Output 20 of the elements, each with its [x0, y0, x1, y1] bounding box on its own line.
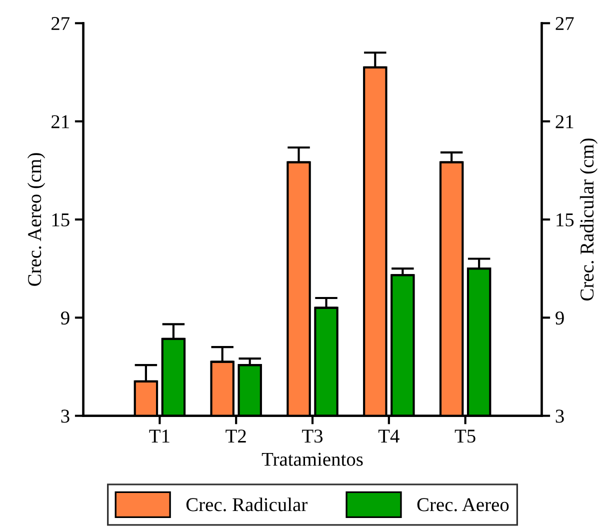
y2-axis-title: Crec. Radicular (cm): [580, 138, 598, 300]
x-tick-label: T3: [302, 430, 323, 443]
x-axis-title: Tratamientos: [262, 452, 363, 466]
y2-tick-label: 21: [556, 115, 574, 128]
y2-tick-label: 9: [556, 312, 564, 325]
y-tick-label: 27: [52, 17, 70, 30]
y2-tick-label: 3: [556, 410, 564, 423]
x-tick-label: T1: [149, 430, 170, 442]
x-tick-label: T5: [454, 430, 476, 443]
x-tick-label: T2: [226, 430, 246, 442]
y2-tick-label: 15: [556, 213, 574, 226]
x-tick-label: T4: [378, 430, 400, 442]
y-axis-title: Crec. Aereo (cm): [27, 153, 46, 286]
legend-label: Crec. Aereo: [417, 498, 509, 512]
y-tick-label: 15: [52, 213, 70, 226]
y-tick-label: 9: [61, 312, 70, 325]
y-tick-label: 21: [52, 115, 69, 128]
y2-tick-label: 27: [556, 17, 574, 30]
y-tick-label: 3: [61, 410, 70, 423]
legend-label: Crec. Radicular: [186, 498, 308, 512]
